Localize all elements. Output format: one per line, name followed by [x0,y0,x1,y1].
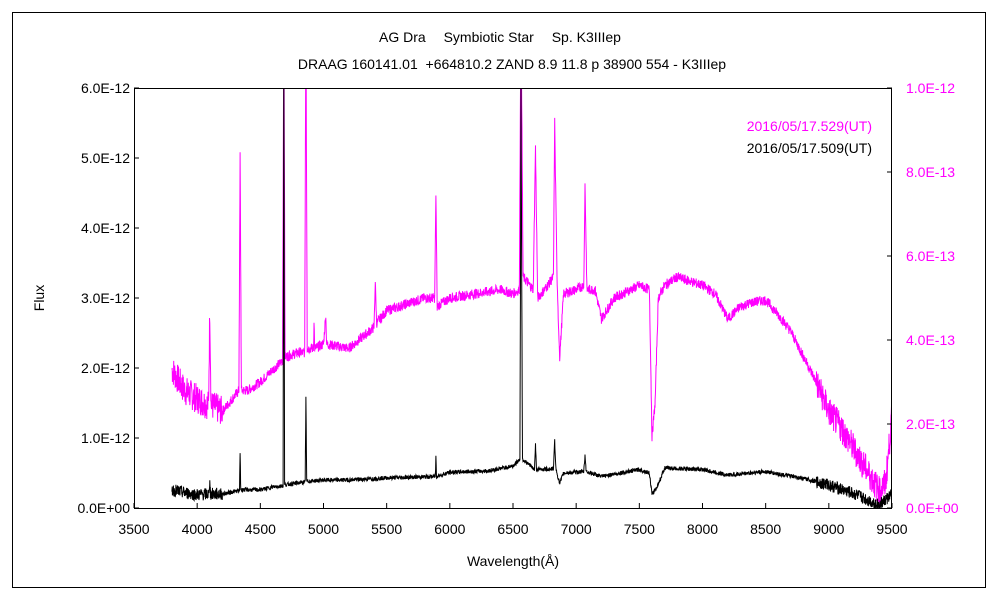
y-right-tick-label: 1.0E-12 [906,80,955,96]
y-right-tick-label: 4.0E-13 [906,332,955,348]
x-tick-label: 7000 [561,521,592,537]
y-left-tick-label: 5.0E-12 [81,150,130,166]
legend-black: 2016/05/17.509(UT) [747,140,872,156]
x-tick-label: 6500 [497,521,528,537]
x-tick-label: 6000 [434,521,465,537]
x-tick-label: 9000 [813,521,844,537]
axis-ticks: 3500 4000 4500 5000 5500 6000 6500 7000 7500 8000… [77,80,958,537]
x-tick-label: 4000 [182,521,213,537]
x-tick-label: 9500 [876,521,907,537]
y-left-tick-label: 0.0E+00 [77,500,130,516]
y-right-tick-label: 2.0E-13 [906,416,955,432]
x-axis-label: Wavelength(Å) [467,553,559,569]
x-tick-label: 7500 [624,521,655,537]
legend-magenta: 2016/05/17.529(UT) [747,118,872,134]
series-layer [171,88,892,508]
y-left-tick-label: 1.0E-12 [81,430,130,446]
y-right-tick-label: 6.0E-13 [906,248,955,264]
series-line-magenta [171,88,892,507]
y-left-tick-label: 3.0E-12 [81,290,130,306]
y-axis-label: Flux [31,285,47,311]
y-right-tick-label: 0.0E+00 [906,500,959,516]
chart-title: AG Dra Symbiotic Star Sp. K3IIIep [379,29,621,45]
x-tick-label: 8500 [750,521,781,537]
y-left-tick-label: 4.0E-12 [81,220,130,236]
y-left-tick-label: 2.0E-12 [81,360,130,376]
series-line-black [171,88,892,508]
y-left-tick-label: 6.0E-12 [81,80,130,96]
y-right-tick-label: 8.0E-13 [906,164,955,180]
chart-frame [12,12,986,588]
x-tick-label: 4500 [245,521,276,537]
x-tick-label: 8000 [687,521,718,537]
x-tick-label: 5500 [371,521,402,537]
chart-subtitle: DRAAG 160141.01 +664810.2 ZAND 8.9 11.8 … [298,56,726,72]
x-tick-label: 3500 [118,521,149,537]
x-tick-label: 5000 [308,521,339,537]
